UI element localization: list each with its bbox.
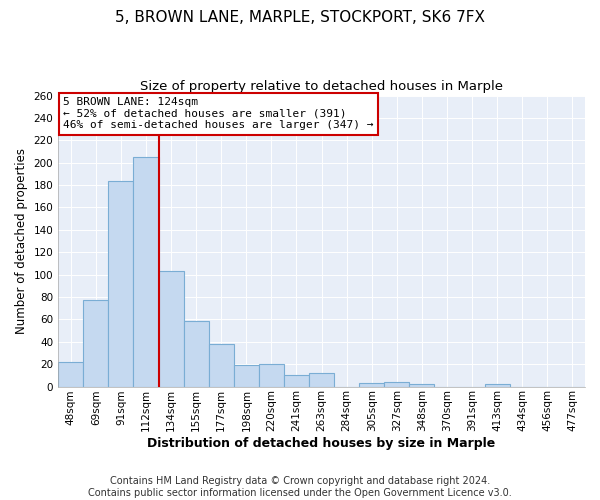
Bar — [409, 384, 434, 386]
Title: Size of property relative to detached houses in Marple: Size of property relative to detached ho… — [140, 80, 503, 93]
Bar — [133, 157, 158, 386]
Bar — [158, 272, 184, 386]
Bar — [83, 300, 109, 386]
Bar — [58, 362, 83, 386]
Bar — [485, 384, 510, 386]
Bar — [234, 366, 259, 386]
Bar — [259, 364, 284, 386]
Y-axis label: Number of detached properties: Number of detached properties — [15, 148, 28, 334]
X-axis label: Distribution of detached houses by size in Marple: Distribution of detached houses by size … — [148, 437, 496, 450]
Bar — [385, 382, 409, 386]
Text: 5 BROWN LANE: 124sqm
← 52% of detached houses are smaller (391)
46% of semi-deta: 5 BROWN LANE: 124sqm ← 52% of detached h… — [64, 97, 374, 130]
Bar — [359, 383, 385, 386]
Bar — [209, 344, 234, 387]
Bar — [184, 320, 209, 386]
Text: 5, BROWN LANE, MARPLE, STOCKPORT, SK6 7FX: 5, BROWN LANE, MARPLE, STOCKPORT, SK6 7F… — [115, 10, 485, 25]
Bar — [109, 180, 133, 386]
Text: Contains HM Land Registry data © Crown copyright and database right 2024.
Contai: Contains HM Land Registry data © Crown c… — [88, 476, 512, 498]
Bar — [309, 373, 334, 386]
Bar — [284, 376, 309, 386]
